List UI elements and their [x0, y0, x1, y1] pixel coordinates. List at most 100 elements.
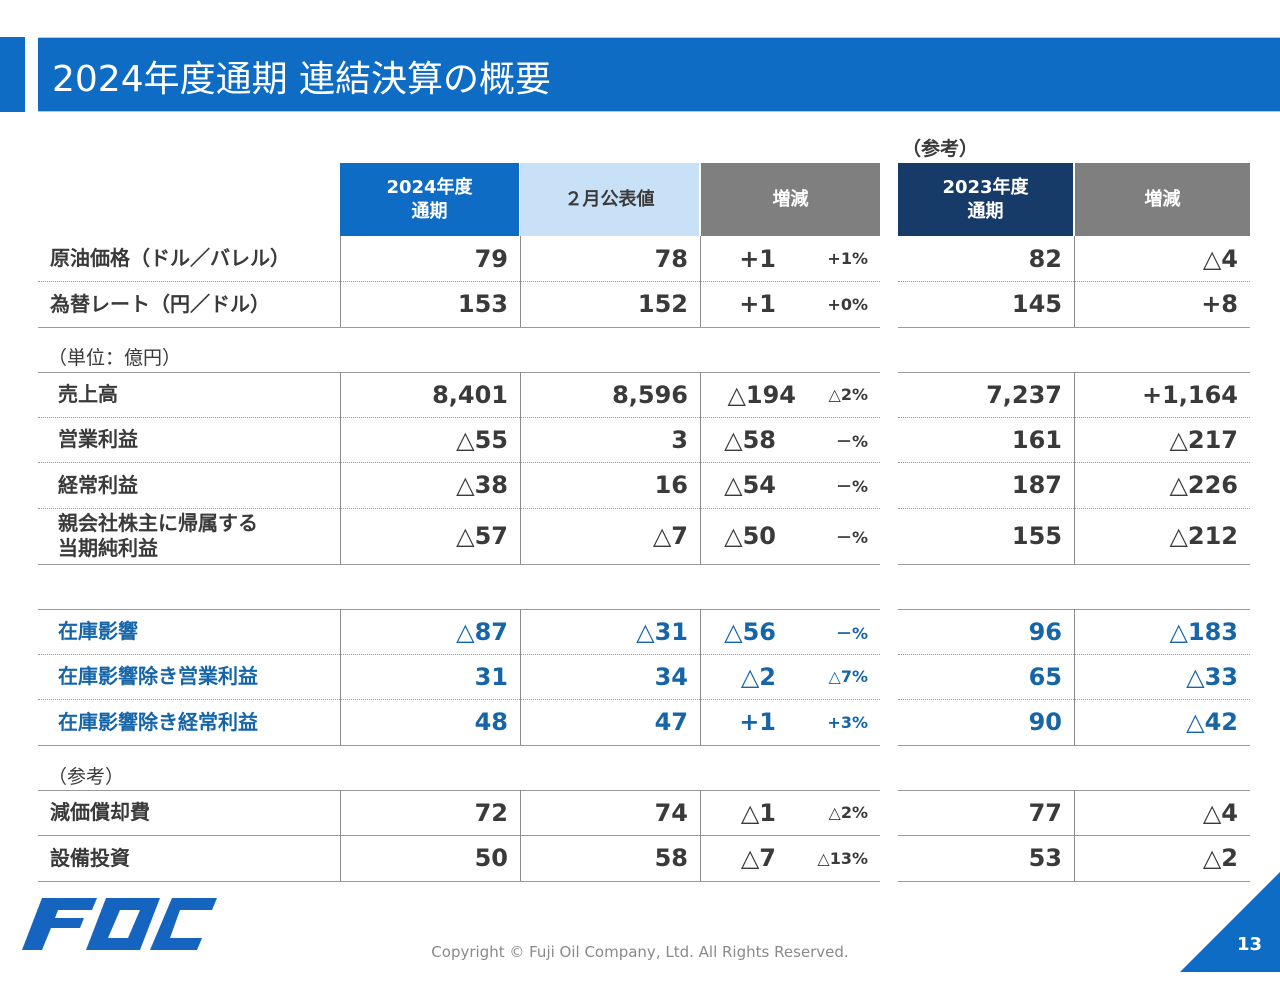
header-fy2023-line1: 2023年度 — [942, 176, 1029, 198]
value-feb: △31 — [520, 609, 700, 654]
value-feb: 34 — [520, 654, 700, 699]
row-label-line1: 親会社株主に帰属する — [58, 511, 258, 535]
value-fy2024: 79 — [340, 236, 520, 281]
table-row-net-sales: 売上高 8,401 8,596 △194 △2% 7,237 +1,164 — [38, 372, 1250, 417]
value-fy2023: 77 — [1028, 798, 1062, 827]
section-divider — [38, 564, 880, 565]
value-pct: －% — [835, 528, 868, 547]
value-diff2: △226 — [1074, 462, 1250, 508]
header-fy2023-line2: 通期 — [967, 200, 1004, 222]
value-fy2024: 8,401 — [340, 372, 520, 417]
value-fy2024: 72 — [340, 790, 520, 835]
value-fy2023: 82 — [1028, 244, 1062, 273]
value-diff2: +1,164 — [1074, 372, 1250, 417]
page-title: 2024年度通期 連結決算の概要 — [52, 59, 552, 100]
header-fy2023: 2023年度 通期 — [898, 163, 1073, 236]
value-pct: －% — [835, 431, 868, 451]
value-fy2023: 145 — [1011, 290, 1062, 318]
row-label: 売上高 — [58, 382, 118, 406]
value-pct: △13% — [817, 848, 868, 868]
header-fy2024-line1: 2024年度 — [386, 176, 473, 198]
value-feb: 78 — [520, 236, 700, 281]
value-feb: △7 — [520, 508, 700, 564]
value-fy2023: 7,237 — [986, 380, 1062, 409]
reference-section-label: （参考） — [48, 766, 125, 788]
row-label: 原油価格（ドル／バレル） — [50, 246, 290, 270]
value-fy2024: △87 — [340, 609, 520, 654]
value-fy2023: 187 — [1011, 471, 1062, 499]
value-diff: △54 — [700, 462, 800, 508]
value-diff2: △33 — [1074, 654, 1250, 699]
row-divider — [38, 417, 880, 418]
value-diff: +1 — [700, 699, 800, 745]
section-divider — [898, 327, 1250, 328]
row-label: 営業利益 — [58, 427, 138, 451]
row-label: 親会社株主に帰属する 当期純利益 — [38, 508, 340, 564]
foc-logo-icon: FOC — [22, 898, 217, 950]
value-diff: +1 — [700, 281, 800, 327]
value-feb: 74 — [520, 790, 700, 835]
value-feb: 47 — [520, 699, 700, 745]
row-label: 在庫影響 — [58, 619, 138, 643]
header-diff: 増減 — [701, 163, 880, 236]
value-diff2: △183 — [1074, 609, 1250, 654]
value-fy2023: 161 — [1011, 425, 1062, 454]
value-fy2023: 53 — [1028, 844, 1062, 872]
row-divider — [38, 281, 880, 282]
value-diff2: △4 — [1074, 790, 1250, 835]
page-corner-triangle-icon — [1180, 872, 1280, 972]
value-diff: △7 — [700, 835, 800, 881]
value-diff: △56 — [700, 609, 800, 654]
value-fy2024: 50 — [340, 835, 520, 881]
header-fy2024: 2024年度 通期 — [340, 163, 519, 236]
table-row-net-income: 親会社株主に帰属する 当期純利益 △57 △7 △50 －% 155 △212 — [38, 508, 1250, 564]
value-feb: 16 — [520, 462, 700, 508]
value-fy2023: 65 — [1028, 662, 1062, 691]
value-pct: △7% — [828, 667, 868, 686]
header-diff-vs-2023: 増減 — [1075, 163, 1250, 236]
section-divider — [38, 327, 880, 328]
value-pct: △2% — [828, 385, 868, 404]
value-diff: △194 — [700, 372, 800, 417]
table-row-ordinary-income: 経常利益 △38 16 △54 －% 187 △226 — [38, 462, 1250, 508]
value-feb: 8,596 — [520, 372, 700, 417]
value-diff2: △42 — [1074, 699, 1250, 745]
row-label: 減価償却費 — [50, 800, 150, 824]
value-diff: +1 — [700, 236, 800, 281]
section-divider — [38, 881, 880, 882]
value-diff2: △2 — [1074, 835, 1250, 881]
value-fy2024: △38 — [340, 462, 520, 508]
value-fy2023: 90 — [1028, 708, 1062, 736]
reference-label: （参考） — [902, 138, 979, 160]
section-divider — [898, 745, 1250, 746]
value-feb: 58 — [520, 835, 700, 881]
row-divider — [38, 835, 880, 836]
row-label: 設備投資 — [50, 845, 130, 870]
value-diff2: △217 — [1074, 417, 1250, 462]
section-divider — [898, 564, 1250, 565]
value-feb: 152 — [520, 281, 700, 327]
value-feb: 3 — [520, 417, 700, 462]
section-divider — [38, 745, 880, 746]
row-divider — [38, 699, 880, 700]
page-number: 13 — [1236, 934, 1262, 955]
table-row-ord-income-ex-inventory: 在庫影響除き経常利益 48 47 +1 +3% 90 △42 — [38, 699, 1250, 745]
value-diff: △2 — [700, 654, 800, 699]
value-pct: △2% — [828, 803, 868, 822]
table-row-inventory-impact: 在庫影響 △87 △31 △56 －% 96 △183 — [38, 609, 1250, 654]
value-diff2: +8 — [1074, 281, 1250, 327]
value-pct: +0% — [827, 294, 868, 314]
row-label: 在庫影響除き営業利益 — [58, 664, 258, 688]
table-row-capex: 設備投資 50 58 △7 △13% 53 △2 — [38, 835, 1250, 881]
value-pct: +3% — [827, 712, 868, 732]
copyright-text: Copyright © Fuji Oil Company, Ltd. All R… — [0, 943, 1280, 961]
table-row-op-income-ex-inventory: 在庫影響除き営業利益 31 34 △2 △7% 65 △33 — [38, 654, 1250, 699]
value-diff2: △4 — [1074, 236, 1250, 281]
row-label-line2: 当期純利益 — [58, 536, 158, 560]
table-row-crude-oil: 原油価格（ドル／バレル） 79 78 +1 +1% 82 △4 — [38, 236, 1250, 281]
copyright-label: Copyright © Fuji Oil Company, Ltd. All R… — [431, 943, 849, 961]
row-label: 為替レート（円／ドル） — [50, 291, 270, 316]
row-divider — [38, 508, 880, 509]
value-fy2023: 155 — [1011, 522, 1062, 550]
value-fy2023: 96 — [1028, 617, 1062, 646]
